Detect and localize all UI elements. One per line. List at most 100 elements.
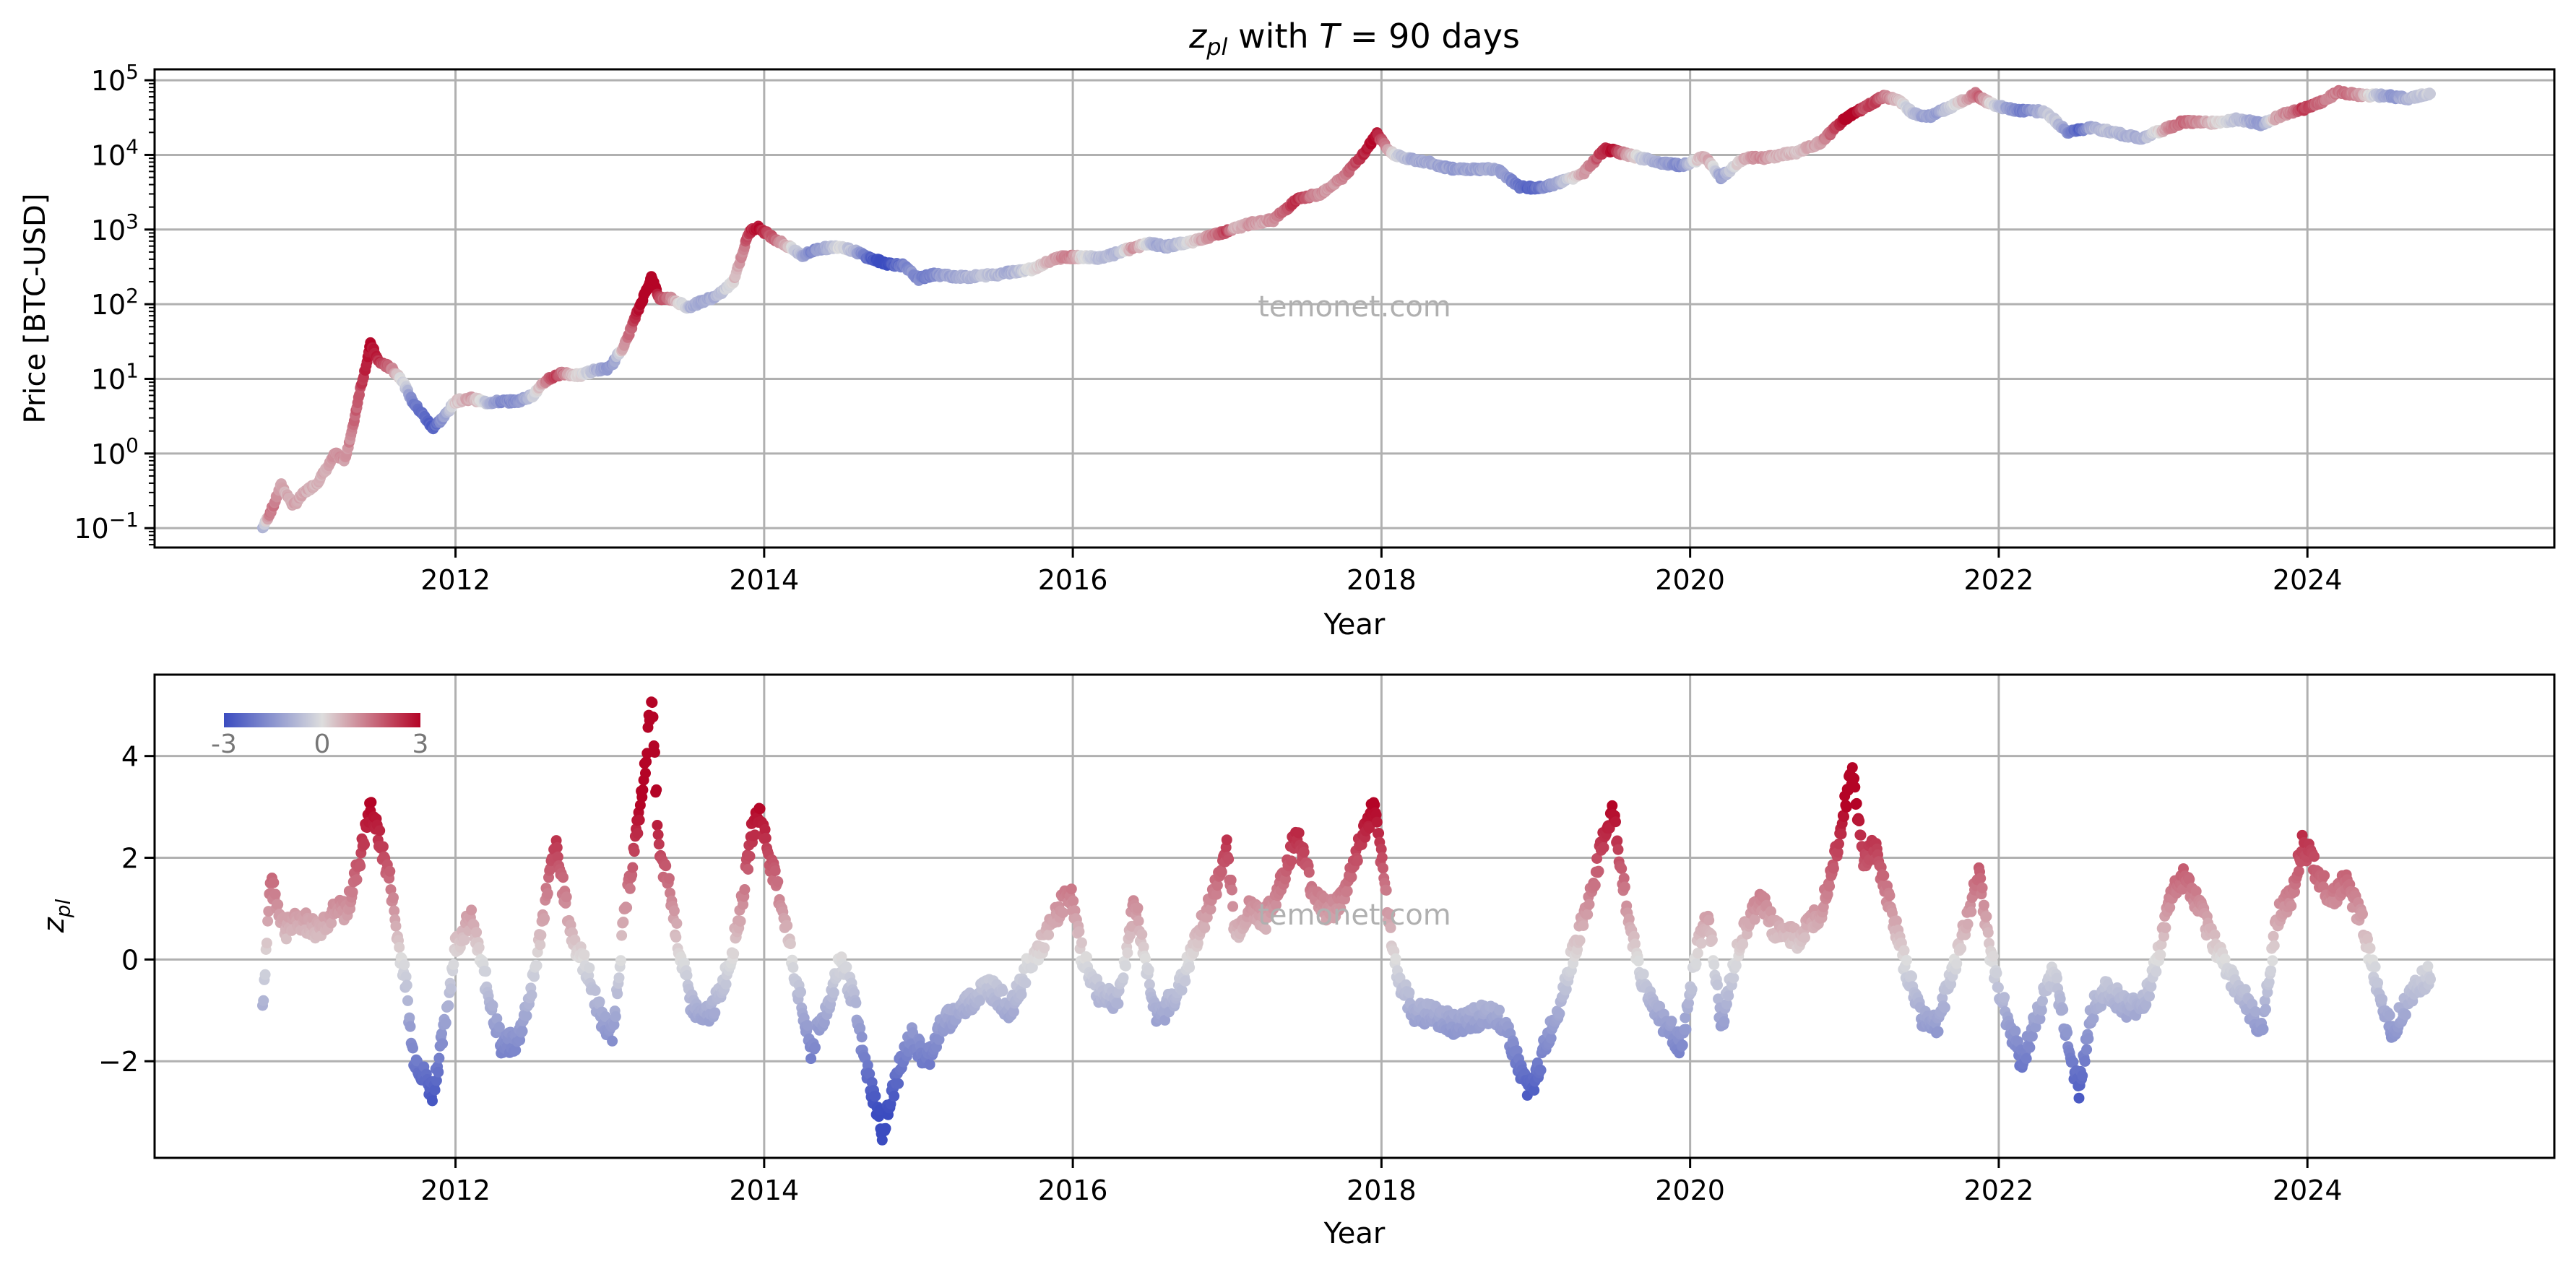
zpl-point	[1068, 895, 1079, 907]
zpl-point	[653, 839, 665, 850]
zpl-point	[466, 904, 477, 916]
zpl-point	[1999, 992, 2010, 1003]
y-tick-label: 105	[91, 60, 139, 97]
zpl-point	[1404, 987, 1415, 998]
zpl-point	[558, 872, 569, 883]
zpl-point	[351, 874, 363, 886]
zpl-panel: 2012 2014 2016 2018 2020 2022 2024 −2024 Year …	[38, 673, 2556, 1250]
zpl-point	[551, 841, 563, 853]
zpl-point	[1991, 967, 2002, 979]
zpl-point	[433, 1066, 444, 1078]
zpl-point	[2024, 1042, 2036, 1053]
zpl-point	[1216, 866, 1227, 878]
zpl-point	[1966, 906, 1977, 917]
zpl-point	[1598, 841, 1609, 853]
zpl-point	[610, 1011, 621, 1022]
zpl-point	[1039, 942, 1050, 953]
zpl-point	[709, 1007, 721, 1018]
zpl-point	[880, 1122, 891, 1134]
zpl-point	[1939, 1002, 1950, 1013]
price-point	[2425, 88, 2436, 100]
zpl-point	[621, 902, 633, 913]
zpl-point	[1836, 828, 1847, 840]
zpl-point	[2010, 1025, 2021, 1037]
zpl-point	[2036, 1005, 2047, 1016]
zpl-point	[1955, 943, 1967, 954]
zpl-point	[1884, 890, 1896, 901]
zpl-point	[526, 990, 537, 1001]
zpl-point	[1589, 879, 1601, 891]
zpl-point	[681, 969, 693, 981]
x-tick-label: 2022	[1964, 564, 2034, 596]
zpl-point	[1583, 899, 1595, 910]
zpl-point	[1730, 960, 1742, 972]
zpl-point	[828, 987, 839, 998]
zpl-point	[1719, 1016, 1730, 1027]
zpl-point	[535, 939, 546, 951]
zpl-point	[1376, 852, 1388, 863]
zpl-point	[1136, 929, 1148, 940]
zpl-point	[1184, 961, 1196, 973]
zpl-point	[1180, 975, 1191, 987]
zpl-point	[856, 1031, 868, 1043]
zpl-point	[795, 986, 806, 998]
zpl-point	[782, 920, 793, 931]
zpl-point	[1833, 838, 1844, 849]
zpl-point	[1901, 954, 1912, 966]
zpl-point	[1898, 945, 1910, 956]
zpl-point	[628, 846, 640, 857]
zpl-point	[1143, 964, 1154, 976]
zpl-point	[1133, 915, 1144, 927]
zpl-point	[1574, 935, 1586, 946]
zpl-point	[1390, 953, 1401, 964]
zpl-point	[624, 883, 636, 894]
zpl-point	[539, 913, 550, 925]
zpl-point	[448, 959, 459, 970]
y-tick-label: 103	[91, 209, 139, 246]
zpl-point	[924, 1059, 935, 1070]
zpl-point	[2155, 949, 2166, 961]
zpl-point	[1118, 972, 1129, 984]
zpl-point	[649, 747, 660, 758]
zpl-point	[359, 839, 370, 850]
zpl-point	[1140, 953, 1151, 964]
zpl-point	[1666, 1016, 1677, 1027]
zpl-point	[1932, 1026, 1944, 1037]
zpl-point	[754, 803, 766, 815]
zpl-point	[805, 1053, 817, 1065]
zpl-point	[876, 1134, 888, 1146]
zpl-point	[262, 915, 274, 927]
zpl-point	[1633, 956, 1644, 966]
zpl-point	[1982, 927, 1994, 938]
zpl-point	[584, 962, 595, 974]
zpl-point	[1723, 990, 1734, 1002]
zpl-point	[652, 820, 663, 831]
zpl-point	[1846, 762, 1858, 774]
zpl-point	[1962, 918, 1974, 930]
zpl-point	[2077, 1070, 2088, 1081]
zpl-point	[1371, 816, 1383, 828]
zpl-point	[1610, 816, 1621, 828]
zpl-point	[2057, 1004, 2069, 1016]
zpl-point	[743, 864, 754, 875]
zpl-point	[1616, 863, 1628, 875]
zpl-point	[579, 949, 590, 961]
zpl-point	[1226, 884, 1237, 896]
zpl-point	[1199, 922, 1211, 933]
y-tick-label: 101	[91, 358, 139, 395]
zpl-point	[401, 979, 412, 991]
x-tick-label: 2020	[1655, 564, 1725, 596]
zpl-point	[997, 985, 1008, 997]
zpl-point	[1703, 914, 1715, 926]
zpl-point	[402, 995, 413, 1006]
x-tick-label: 2016	[1038, 564, 1108, 596]
zpl-point	[1020, 977, 1032, 989]
zpl-point	[1854, 815, 1865, 827]
zpl-point	[1976, 882, 1988, 894]
zpl-point	[440, 1017, 451, 1029]
zpl-point	[1838, 811, 1849, 823]
zpl-point	[1975, 873, 1987, 884]
zpl-point	[735, 915, 746, 927]
zpl-point	[1578, 920, 1589, 931]
zpl-point	[529, 971, 540, 982]
